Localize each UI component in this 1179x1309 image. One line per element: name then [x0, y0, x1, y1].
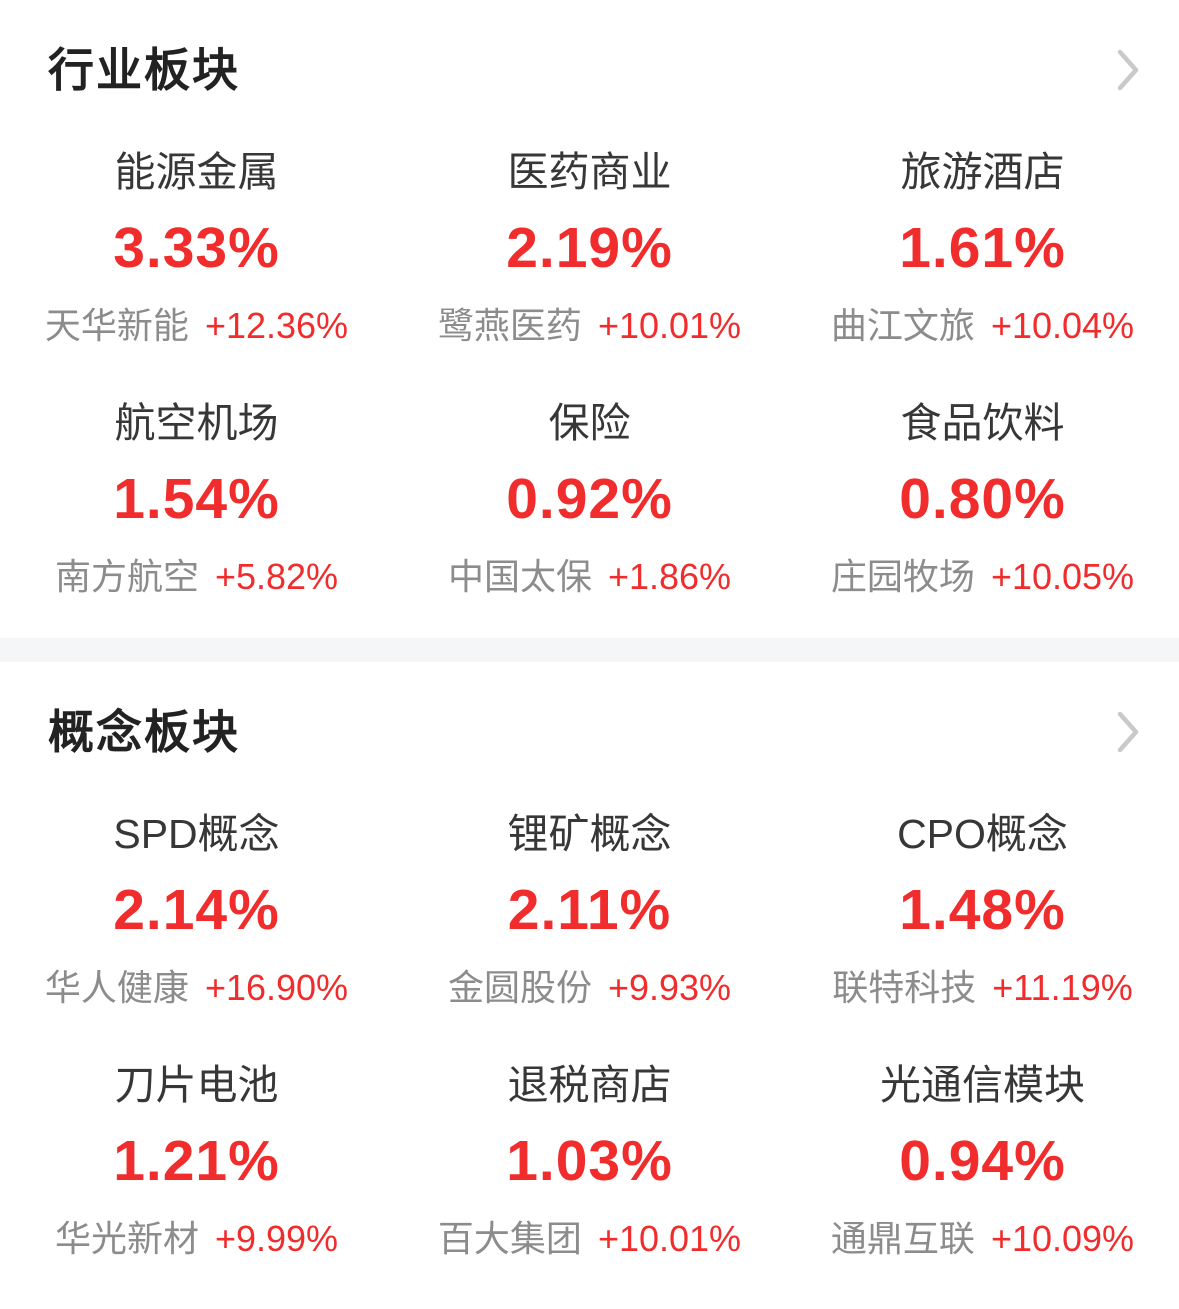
sector-name: 锂矿概念: [507, 811, 672, 857]
sector-name: 旅游酒店: [900, 149, 1065, 195]
leading-stock-line: 华光新材 +9.99%: [0, 1217, 393, 1260]
stock-change-pct: +10.09%: [990, 1218, 1135, 1259]
stock-change-pct: +11.19%: [992, 967, 1133, 1008]
section-divider: [0, 638, 1179, 662]
sector-card[interactable]: 退税商店 1.03% 百大集团 +10.01%: [393, 1061, 786, 1260]
sector-change-pct: 1.54%: [113, 467, 280, 531]
sector-change-pct: 2.14%: [113, 878, 280, 942]
sector-grid: SPD概念 2.14% 华人健康 +16.90% 锂矿概念 2.11% 金圆股份…: [0, 810, 1179, 1260]
section-title: 行业板块: [48, 44, 240, 96]
stock-name: 华人健康: [44, 967, 189, 1008]
stock-change-pct: +10.01%: [597, 1218, 742, 1259]
sector-change-pct: 2.19%: [506, 216, 673, 280]
stock-name: 通鼎互联: [830, 1218, 975, 1259]
leading-stock-line: 百大集团 +10.01%: [393, 1217, 786, 1260]
stock-name: 中国太保: [447, 556, 592, 597]
sector-name: 食品饮料: [900, 400, 1065, 446]
sector-name: CPO概念: [897, 811, 1068, 857]
sector-card[interactable]: 锂矿概念 2.11% 金圆股份 +9.93%: [393, 810, 786, 1009]
leading-stock-line: 通鼎互联 +10.09%: [786, 1217, 1179, 1260]
sector-change-pct: 1.61%: [899, 216, 1066, 280]
sector-name: 光通信模块: [880, 1062, 1085, 1108]
stock-change-pct: +16.90%: [204, 967, 349, 1008]
sector-change-pct: 1.03%: [506, 1129, 673, 1193]
sector-card[interactable]: 旅游酒店 1.61% 曲江文旅 +10.04%: [786, 148, 1179, 347]
sector-card[interactable]: 刀片电池 1.21% 华光新材 +9.99%: [0, 1061, 393, 1260]
sector-name: 退税商店: [507, 1062, 672, 1108]
sector-grid: 能源金属 3.33% 天华新能 +12.36% 医药商业 2.19% 鹭燕医药 …: [0, 148, 1179, 598]
leading-stock-line: 庄园牧场 +10.05%: [786, 555, 1179, 598]
chevron-right-icon[interactable]: [1111, 708, 1145, 756]
sector-card[interactable]: 食品饮料 0.80% 庄园牧场 +10.05%: [786, 399, 1179, 598]
leading-stock-line: 南方航空 +5.82%: [0, 555, 393, 598]
stock-change-pct: +10.01%: [597, 305, 742, 346]
stock-change-pct: +5.82%: [214, 556, 339, 597]
sector-card[interactable]: 保险 0.92% 中国太保 +1.86%: [393, 399, 786, 598]
stock-name: 华光新材: [54, 1218, 199, 1259]
stock-change-pct: +10.05%: [990, 556, 1135, 597]
stock-change-pct: +12.36%: [204, 305, 349, 346]
sector-card[interactable]: SPD概念 2.14% 华人健康 +16.90%: [0, 810, 393, 1009]
stock-change-pct: +9.93%: [607, 967, 732, 1008]
sector-change-pct: 0.92%: [506, 467, 673, 531]
stock-name: 庄园牧场: [830, 556, 975, 597]
chevron-right-icon[interactable]: [1111, 46, 1145, 94]
sector-card[interactable]: 能源金属 3.33% 天华新能 +12.36%: [0, 148, 393, 347]
sector-card[interactable]: 医药商业 2.19% 鹭燕医药 +10.01%: [393, 148, 786, 347]
stock-name: 金圆股份: [447, 967, 592, 1008]
stock-name: 鹭燕医药: [437, 305, 582, 346]
leading-stock-line: 天华新能 +12.36%: [0, 304, 393, 347]
section-title: 概念板块: [48, 706, 240, 758]
leading-stock-line: 中国太保 +1.86%: [393, 555, 786, 598]
leading-stock-line: 华人健康 +16.90%: [0, 966, 393, 1009]
sector-change-pct: 2.11%: [507, 878, 672, 942]
stock-name: 南方航空: [54, 556, 199, 597]
sector-change-pct: 1.21%: [113, 1129, 280, 1193]
sector-card[interactable]: 光通信模块 0.94% 通鼎互联 +10.09%: [786, 1061, 1179, 1260]
leading-stock-line: 曲江文旅 +10.04%: [786, 304, 1179, 347]
sector-card[interactable]: CPO概念 1.48% 联特科技 +11.19%: [786, 810, 1179, 1009]
stock-name: 百大集团: [437, 1218, 582, 1259]
leading-stock-line: 鹭燕医药 +10.01%: [393, 304, 786, 347]
section-concept-boards: 概念板块 SPD概念 2.14% 华人健康 +16.90% 锂矿概念 2.11%…: [0, 662, 1179, 1300]
sector-card[interactable]: 航空机场 1.54% 南方航空 +5.82%: [0, 399, 393, 598]
leading-stock-line: 金圆股份 +9.93%: [393, 966, 786, 1009]
stock-name: 天华新能: [44, 305, 189, 346]
sector-change-pct: 0.80%: [899, 467, 1066, 531]
sector-name: 医药商业: [507, 149, 672, 195]
sector-name: 能源金属: [114, 149, 279, 195]
stock-change-pct: +10.04%: [990, 305, 1135, 346]
sector-name: 航空机场: [114, 400, 279, 446]
stock-change-pct: +1.86%: [607, 556, 732, 597]
sector-name: 保险: [548, 400, 631, 446]
sector-change-pct: 3.33%: [113, 216, 280, 280]
stock-name: 曲江文旅: [830, 305, 975, 346]
sector-name: SPD概念: [113, 811, 280, 857]
sector-change-pct: 1.48%: [899, 878, 1066, 942]
section-header: 行业板块: [0, 42, 1179, 98]
sector-change-pct: 0.94%: [899, 1129, 1066, 1193]
leading-stock-line: 联特科技 +11.19%: [786, 966, 1179, 1009]
section-industry-boards: 行业板块 能源金属 3.33% 天华新能 +12.36% 医药商业 2.19% …: [0, 0, 1179, 638]
stock-name: 联特科技: [832, 967, 977, 1008]
sector-name: 刀片电池: [114, 1062, 279, 1108]
section-header: 概念板块: [0, 704, 1179, 760]
stock-change-pct: +9.99%: [214, 1218, 339, 1259]
